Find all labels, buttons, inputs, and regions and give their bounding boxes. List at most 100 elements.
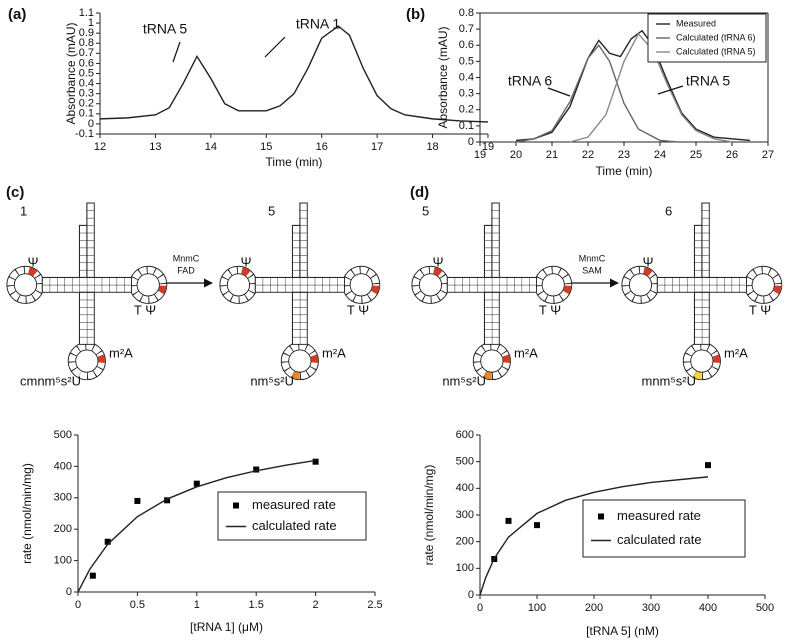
y-tick-label: 300	[54, 492, 72, 504]
data-point	[193, 480, 200, 487]
x-axis-label: Time (min)	[266, 155, 323, 169]
t-psi-label: T Ψ	[749, 302, 771, 317]
enzyme-label: MnmC	[579, 253, 606, 263]
y-tick-label: 0.8	[79, 37, 94, 49]
y-tick-label: 0.6	[79, 57, 94, 69]
y-tick-label: 0.5	[79, 67, 94, 79]
x-tick-label: 1	[194, 599, 200, 611]
legend-label: calculated rate	[252, 518, 337, 533]
y-tick-label: 300	[456, 509, 474, 521]
y-tick-label: 0.7	[79, 47, 94, 59]
data-point	[89, 572, 96, 579]
y-tick-label: 400	[54, 460, 72, 472]
trna-cloverleaf	[220, 203, 377, 380]
x-tick-label: 26	[726, 149, 738, 161]
trna-cloverleaf	[7, 203, 164, 380]
y-tick-label: 500	[54, 429, 72, 441]
data-point	[534, 522, 540, 529]
modification-label: cmnm⁵s²U	[20, 373, 81, 388]
y-axis-label: rate (nmol/min/mg)	[20, 463, 34, 564]
y-tick-label: 0.3	[459, 88, 474, 100]
legend-marker	[598, 513, 604, 520]
t-psi-label: T Ψ	[347, 302, 369, 317]
legend-marker	[233, 502, 239, 509]
x-tick-label: 2.5	[367, 599, 382, 611]
annotation: tRNA 1	[296, 16, 341, 32]
m2a-label: m²A	[109, 345, 133, 360]
data-point	[104, 538, 111, 545]
y-tick-label: 0.6	[459, 39, 474, 51]
trna-number: 6	[665, 203, 672, 218]
data-point	[705, 462, 711, 469]
x-tick-label: 1.5	[249, 599, 264, 611]
data-point	[134, 497, 141, 504]
annotation-leader	[547, 87, 571, 97]
legend-label: calculated rate	[617, 532, 702, 547]
m2a-label: m²A	[724, 345, 748, 360]
annotation: tRNA 5	[143, 21, 188, 37]
x-tick-label: 19	[474, 149, 486, 161]
cofactor-label: SAM	[582, 265, 602, 275]
diagrams: MnmC FAD MnmC SAM (c) (d)	[6, 184, 619, 288]
y-tick-label: 0.4	[79, 77, 94, 89]
cofactor-label: FAD	[177, 265, 195, 275]
data-line	[479, 476, 709, 596]
y-tick-label: 0	[468, 589, 474, 601]
x-tick-label: 500	[756, 602, 774, 614]
x-tick-label: 200	[585, 602, 603, 614]
trna-number: 5	[268, 203, 275, 218]
psi-label: Ψ	[433, 254, 444, 269]
y-axis-label: Absorbance (mAU)	[64, 22, 78, 124]
x-tick-label: 27	[762, 149, 774, 161]
y-tick-label: 0	[88, 118, 94, 130]
y-tick-label: 100	[54, 555, 72, 567]
data-point	[505, 517, 512, 524]
x-tick-label: 20	[510, 149, 522, 161]
x-tick-label: 12	[94, 141, 106, 153]
data-line	[99, 25, 489, 123]
trna-structure	[7, 203, 164, 380]
anticodon-base	[683, 342, 720, 380]
annotation-leader	[264, 36, 286, 58]
data-point	[312, 458, 319, 465]
psi-label: Ψ	[241, 254, 252, 269]
panel-label: (b)	[406, 6, 425, 23]
x-tick-label: 16	[316, 141, 328, 153]
y-tick-label: 0	[468, 136, 474, 148]
y-tick-label: 0.3	[79, 88, 94, 100]
y-tick-label: 1	[88, 17, 94, 29]
x-tick-label: 0	[75, 599, 81, 611]
x-tick-label: 25	[690, 149, 702, 161]
annotation-leader	[657, 85, 684, 95]
panel-label: (a)	[8, 6, 26, 23]
data-point	[253, 466, 260, 473]
y-tick-label: 1.1	[79, 7, 94, 19]
x-tick-label: 400	[699, 602, 717, 614]
y-tick-label: 0.2	[79, 98, 94, 110]
y-tick-label: 200	[54, 523, 72, 535]
t-psi-label: T Ψ	[539, 302, 561, 317]
anticodon-base	[68, 342, 105, 380]
data-line	[515, 29, 751, 142]
legend-label: Calculated (tRNA 5)	[676, 46, 756, 56]
modification-label: mnm⁵s²U	[642, 373, 697, 388]
x-tick-label: 21	[546, 149, 558, 161]
modification-label: nm⁵s²U	[250, 373, 294, 388]
y-axis-label: Absorbance (mAU)	[436, 26, 450, 128]
data-line	[77, 459, 316, 593]
y-tick-label: 600	[456, 429, 474, 441]
legend-box	[217, 491, 367, 541]
y-tick-label: 0.4	[459, 71, 474, 83]
trna-structure	[220, 203, 377, 380]
x-tick-label: 23	[618, 149, 630, 161]
y-tick-label: -0.1	[75, 128, 94, 140]
modification-label: nm⁵s²U	[442, 373, 486, 388]
t-psi-label: T Ψ	[134, 302, 156, 317]
legend-label: measured rate	[617, 508, 701, 523]
x-tick-label: 19	[482, 141, 494, 153]
psi-label: Ψ	[643, 254, 654, 269]
x-axis-label: [tRNA 5] (nM)	[586, 624, 659, 638]
data-line	[515, 44, 679, 143]
y-tick-label: 0	[66, 586, 72, 598]
y-tick-label: 0.2	[459, 104, 474, 116]
